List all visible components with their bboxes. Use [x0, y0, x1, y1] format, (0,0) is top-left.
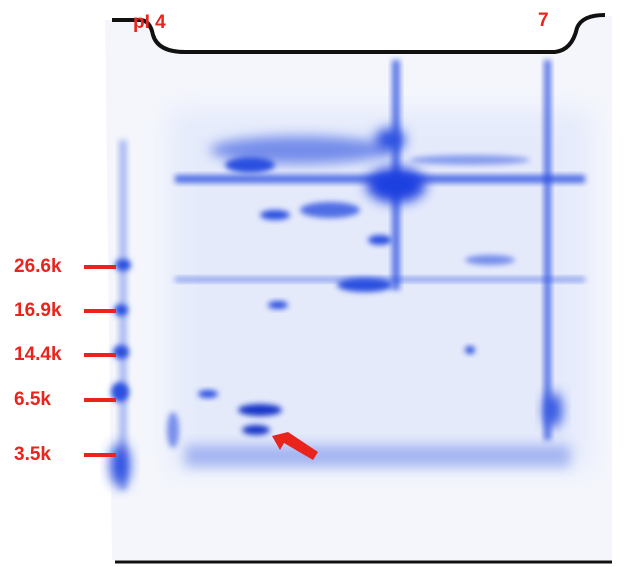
page: pI 4 7 26.6k16.9k14.4k6.5k3.5k (() => { …	[0, 0, 625, 567]
marker-label: 26.6k	[14, 256, 62, 277]
marker-label: 3.5k	[14, 444, 51, 465]
marker-label: 14.4k	[14, 344, 62, 365]
marker-group: 26.6k 16.9k 14.4k 6.5k 3.5k	[14, 256, 116, 465]
gel-image: pI 4 7 26.6k 16.9k 14.4k 6.5k 3.5k	[0, 0, 625, 567]
marker-label: 16.9k	[14, 300, 62, 321]
ph-left-label: pI 4	[133, 12, 166, 33]
ph-right-label: 7	[538, 10, 549, 31]
marker-label: 6.5k	[14, 389, 51, 410]
gel-edge	[112, 15, 605, 52]
